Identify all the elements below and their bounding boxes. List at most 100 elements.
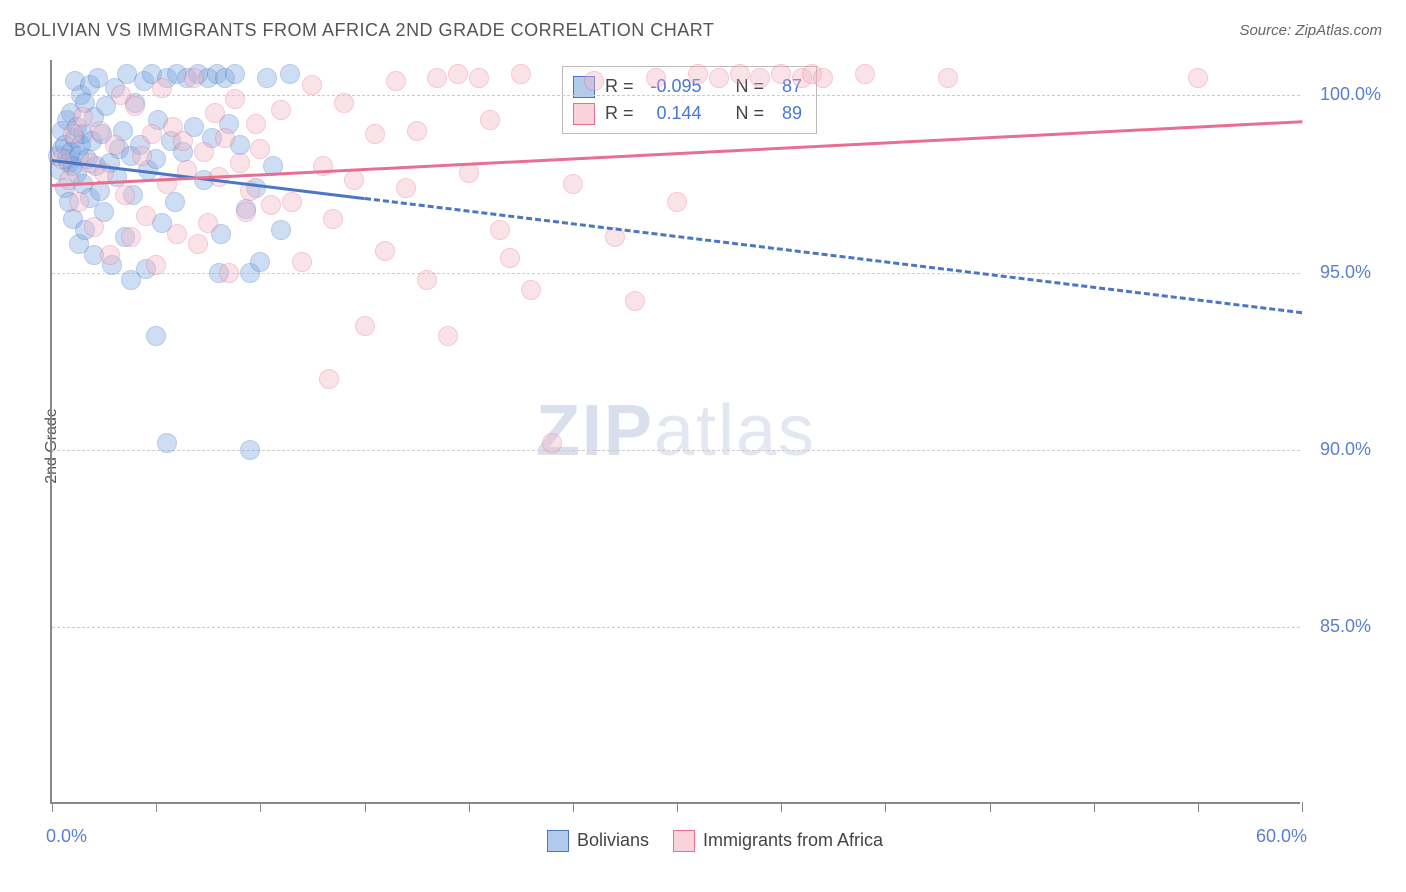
data-point (105, 135, 125, 155)
data-point (730, 64, 750, 84)
n-label: N = (736, 100, 765, 127)
y-tick-label: 85.0% (1320, 616, 1371, 637)
data-point (157, 433, 177, 453)
x-tick (573, 802, 574, 812)
data-point (323, 209, 343, 229)
data-point (225, 89, 245, 109)
data-point (282, 192, 302, 212)
data-point (427, 68, 447, 88)
y-tick-label: 95.0% (1320, 262, 1371, 283)
series-legend: Bolivians Immigrants from Africa (0, 830, 1406, 852)
x-tick (677, 802, 678, 812)
x-tick (885, 802, 886, 812)
x-tick (469, 802, 470, 812)
data-point (688, 64, 708, 84)
data-point (230, 153, 250, 173)
data-point (667, 192, 687, 212)
data-point (292, 252, 312, 272)
data-point (750, 68, 770, 88)
data-point (146, 255, 166, 275)
x-tick (260, 802, 261, 812)
data-point (646, 68, 666, 88)
data-point (365, 124, 385, 144)
data-point (194, 142, 214, 162)
legend-series-label: Immigrants from Africa (703, 830, 883, 850)
x-tick (781, 802, 782, 812)
data-point (355, 316, 375, 336)
data-point (219, 263, 239, 283)
y-tick-label: 100.0% (1320, 84, 1381, 105)
data-point (271, 220, 291, 240)
x-tick (365, 802, 366, 812)
r-label: R = (605, 100, 634, 127)
data-point (813, 68, 833, 88)
data-point (73, 107, 93, 127)
data-point (167, 224, 187, 244)
data-point (584, 71, 604, 91)
data-point (142, 124, 162, 144)
data-point (198, 213, 218, 233)
data-point (500, 248, 520, 268)
data-point (448, 64, 468, 84)
data-point (511, 64, 531, 84)
data-point (261, 195, 281, 215)
data-point (407, 121, 427, 141)
data-point (84, 217, 104, 237)
data-point (188, 234, 208, 254)
x-tick (1094, 802, 1095, 812)
data-point (280, 64, 300, 84)
legend-swatch (573, 103, 595, 125)
data-point (136, 206, 156, 226)
data-point (417, 270, 437, 290)
data-point (69, 192, 89, 212)
data-point (132, 146, 152, 166)
x-tick-label: 60.0% (1256, 826, 1307, 847)
x-tick-label: 0.0% (46, 826, 87, 847)
data-point (386, 71, 406, 91)
x-tick (990, 802, 991, 812)
data-point (855, 64, 875, 84)
data-point (215, 128, 235, 148)
data-point (771, 64, 791, 84)
data-point (246, 114, 266, 134)
watermark-bold: ZIP (536, 391, 654, 471)
x-tick (52, 802, 53, 812)
data-point (115, 185, 135, 205)
data-point (563, 174, 583, 194)
data-point (250, 139, 270, 159)
plot-area: ZIPatlas R =-0.095N =87R =0.144N =89 (50, 60, 1300, 804)
data-point (240, 440, 260, 460)
data-point (490, 220, 510, 240)
data-point (225, 64, 245, 84)
data-point (396, 178, 416, 198)
data-point (152, 78, 172, 98)
x-tick (156, 802, 157, 812)
data-point (205, 103, 225, 123)
legend-swatch (673, 830, 695, 852)
data-point (709, 68, 729, 88)
data-point (59, 170, 79, 190)
x-tick (1198, 802, 1199, 812)
data-point (1188, 68, 1208, 88)
watermark-light: atlas (654, 391, 816, 471)
chart-title: BOLIVIAN VS IMMIGRANTS FROM AFRICA 2ND G… (14, 20, 714, 41)
legend-swatch (547, 830, 569, 852)
data-point (184, 68, 204, 88)
y-tick-label: 90.0% (1320, 439, 1371, 460)
data-point (302, 75, 322, 95)
data-point (173, 131, 193, 151)
data-point (938, 68, 958, 88)
data-point (63, 124, 83, 144)
data-point (146, 326, 166, 346)
data-point (334, 93, 354, 113)
data-point (257, 68, 277, 88)
watermark: ZIPatlas (536, 390, 816, 472)
x-tick (1302, 802, 1303, 812)
data-point (271, 100, 291, 120)
data-point (438, 326, 458, 346)
legend-series-label: Bolivians (577, 830, 649, 850)
data-point (459, 163, 479, 183)
data-point (165, 192, 185, 212)
stats-legend-row: R =0.144N =89 (573, 100, 802, 127)
data-point (375, 241, 395, 261)
